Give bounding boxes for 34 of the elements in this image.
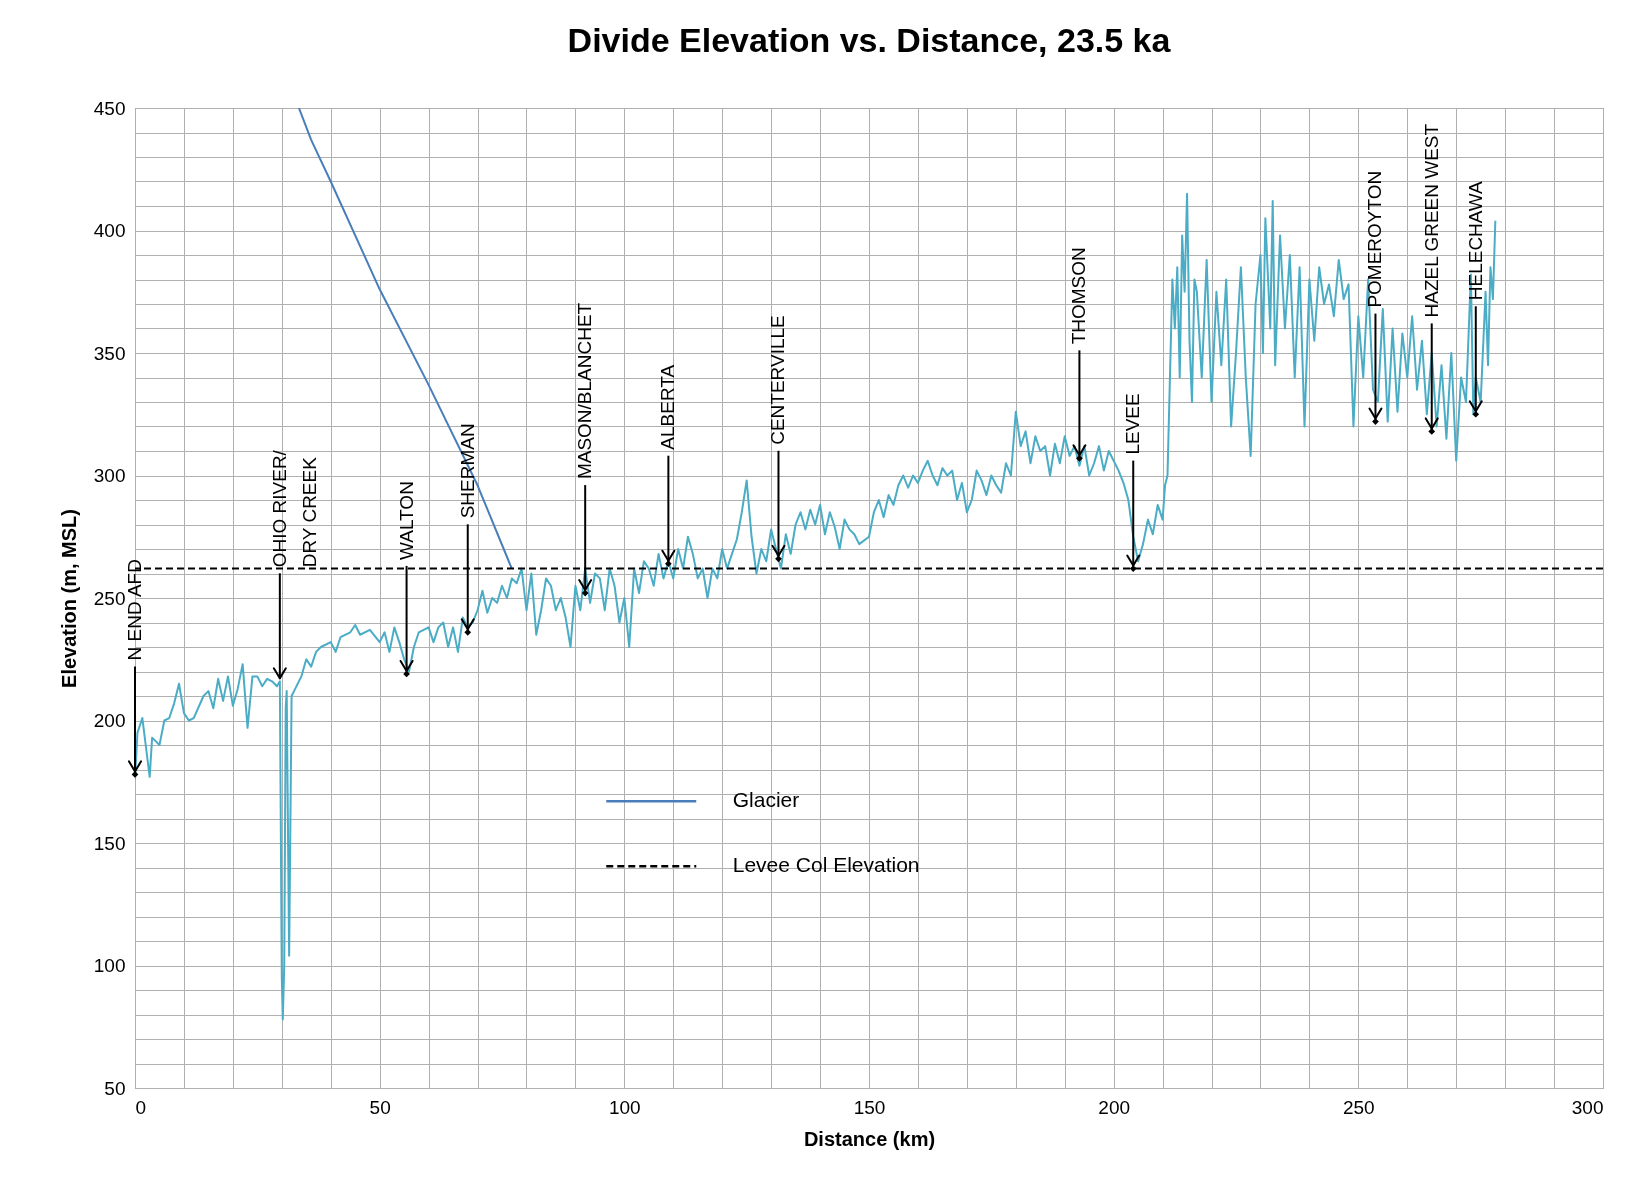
y-axis-title: Elevation (m, MSL) [57, 509, 80, 688]
y-tick-label: 100 [93, 955, 126, 976]
annotation: POMEROYTON [1364, 170, 1386, 308]
y-tick-label: 300 [93, 465, 126, 486]
legend-label: Glacier [732, 788, 800, 812]
annotation: ALBERTA [657, 364, 679, 450]
x-tick-label: 0 [135, 1096, 147, 1118]
legend-label: Levee Col Elevation [732, 853, 920, 877]
annotation: HELECHAWA [1464, 180, 1486, 301]
x-tick-label: 200 [1098, 1096, 1131, 1118]
annotation: N END AFD [124, 559, 145, 661]
y-tick-label: 350 [93, 342, 126, 364]
annotation: SHERMAN [456, 423, 478, 519]
y-tick-label: 150 [93, 832, 126, 854]
x-tick-label: 100 [608, 1096, 641, 1118]
y-tick-label: 400 [93, 220, 126, 241]
chart-title: Divide Elevation vs. Distance, 23.5 ka [567, 21, 1172, 59]
annotation: LEVEE [1122, 393, 1144, 455]
annotation: THOMSON [1068, 247, 1090, 345]
x-tick-label: 250 [1342, 1096, 1375, 1118]
y-tick-label: 450 [93, 97, 126, 119]
x-tick-label: 300 [1571, 1096, 1604, 1118]
annotation: OHIO RIVER/ DRY CREEK [268, 449, 320, 568]
y-tick-label: 250 [93, 587, 126, 609]
annotation: MASON/BLANCHET [574, 302, 596, 480]
y-tick-label: 50 [104, 1077, 126, 1099]
x-tick-label: 50 [369, 1096, 391, 1118]
x-axis-title: Distance (km) [803, 1127, 936, 1150]
line-series [297, 108, 513, 570]
y-tick-label: 200 [93, 710, 126, 731]
annotation: CENTERVILLE [767, 315, 789, 445]
annotation: HAZEL GREEN WEST [1420, 123, 1442, 318]
x-tick-label: 150 [853, 1096, 886, 1118]
annotation: WALTON [395, 481, 417, 560]
